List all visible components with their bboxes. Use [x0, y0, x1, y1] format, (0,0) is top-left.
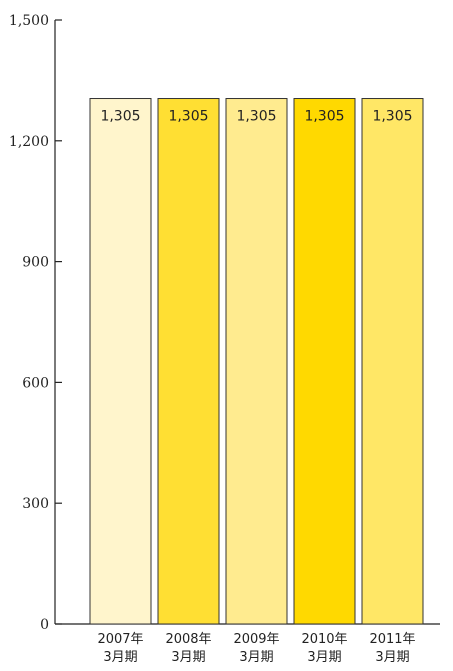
y-tick-label: 900 [22, 255, 49, 271]
x-category-label: 2011年 [369, 632, 415, 647]
y-tick-label: 300 [22, 496, 49, 512]
chart-bars [89, 98, 424, 625]
x-category-label: 2007年 [97, 632, 143, 647]
data-label: 1,305 [304, 109, 344, 125]
data-label: 1,305 [236, 109, 276, 125]
bar [89, 98, 152, 625]
chart-axes: 0 300 600 900 1,200 1,500 [9, 13, 440, 633]
x-category-label: 2008年 [165, 632, 211, 647]
bar [157, 98, 220, 625]
bar [361, 98, 424, 625]
x-category-label: 3月期 [171, 650, 205, 665]
bar [225, 98, 288, 625]
x-category-label: 2009年 [233, 632, 279, 647]
data-label: 1,305 [372, 109, 412, 125]
chart-labels: 1,305 2007年 3月期 1,305 2008年 3月期 1,305 2009年 3月期 1… [97, 109, 415, 665]
x-category-label: 2010年 [301, 632, 347, 647]
x-category-label: 3月期 [375, 650, 409, 665]
data-label: 1,305 [100, 109, 140, 125]
y-tick-label: 1,500 [9, 13, 49, 29]
x-category-label: 3月期 [239, 650, 273, 665]
y-tick-label: 0 [40, 617, 49, 633]
y-tick-label: 1,200 [9, 134, 49, 150]
x-category-label: 3月期 [103, 650, 137, 665]
bar [293, 98, 356, 625]
x-category-label: 3月期 [307, 650, 341, 665]
data-label: 1,305 [168, 109, 208, 125]
y-tick-label: 600 [22, 375, 49, 391]
